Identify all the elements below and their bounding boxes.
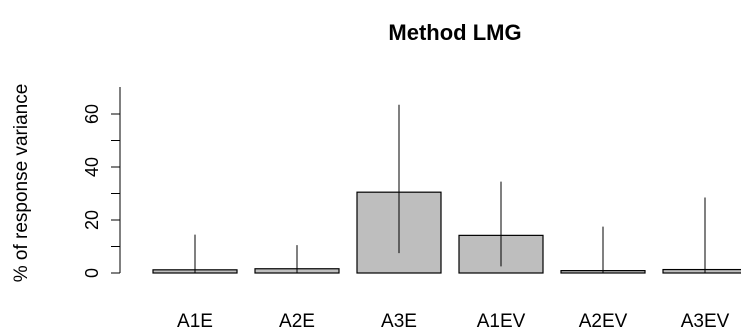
bar-a3ev [662,268,741,274]
error-lines-group [194,104,706,273]
chart-title: Method LMG [388,20,521,45]
y-tick-label: 0 [82,268,102,278]
y-axis-label: % of response variance [11,84,32,283]
y-tick-label: 60 [82,104,102,124]
category-label: A3E [381,311,417,332]
category-label: A2E [279,311,315,332]
category-label: A2EV [579,311,628,332]
y-axis-ticks: 0 20 40 60 [82,104,120,278]
y-tick-label: 20 [82,210,102,230]
category-label: A1E [177,311,213,332]
y-tick-label: 40 [82,157,102,177]
bars-group [152,191,741,274]
category-label: A3EV [681,311,730,332]
category-label: A1EV [477,311,526,332]
category-labels-group: A1E A2E A3E A1EV A2EV A3EV [177,311,730,332]
